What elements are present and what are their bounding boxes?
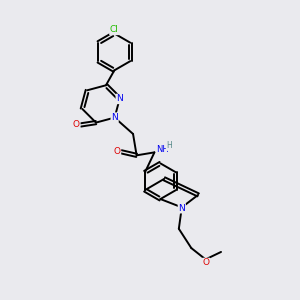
Text: O: O	[113, 147, 121, 156]
Text: Cl: Cl	[110, 26, 119, 34]
Text: O: O	[73, 121, 80, 130]
Text: O: O	[203, 258, 210, 267]
Text: NH: NH	[156, 146, 169, 154]
Text: N: N	[116, 94, 123, 103]
Text: N: N	[111, 113, 118, 122]
Text: N: N	[178, 204, 185, 213]
Text: H: H	[167, 141, 172, 150]
